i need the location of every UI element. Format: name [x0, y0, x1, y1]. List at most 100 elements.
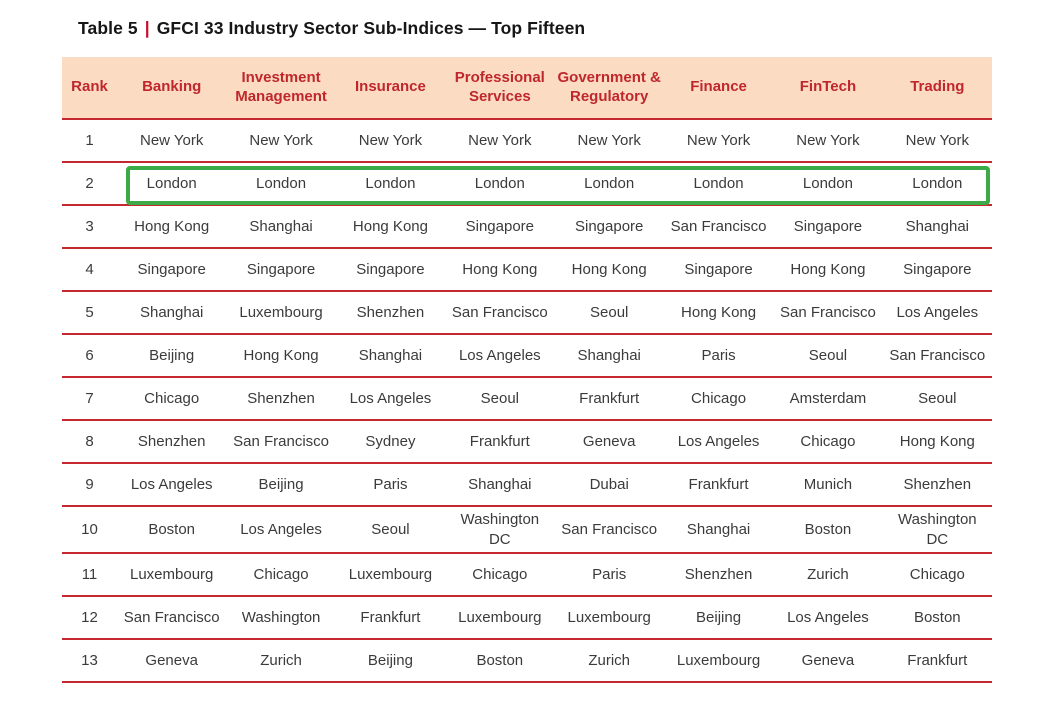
header-row: Rank Banking Investment Management Insuranc… [62, 57, 992, 120]
city-cell: San Francisco [226, 421, 336, 464]
city-cell: Chicago [663, 378, 774, 421]
city-cell: Boston [445, 640, 555, 683]
rank-cell: 9 [62, 464, 117, 507]
city-cell: Chicago [117, 378, 227, 421]
column-header-finance: Finance [663, 57, 774, 120]
table-row: 2 London London London London London London Lon… [62, 163, 992, 206]
city-cell: Shanghai [445, 464, 555, 507]
city-cell: New York [226, 120, 336, 163]
rank-cell: 3 [62, 206, 117, 249]
city-cell: Beijing [226, 464, 336, 507]
city-cell: Los Angeles [882, 292, 992, 335]
city-cell: Seoul [773, 335, 883, 378]
city-cell: Frankfurt [554, 378, 664, 421]
city-cell: Dubai [554, 464, 664, 507]
city-cell: London [445, 163, 555, 206]
table-row: 4 Singapore Singapore Singapore Hong Kong Hon… [62, 249, 992, 292]
table-row: 8 Shenzhen San Francisco Sydney Frankfurt Gen… [62, 421, 992, 464]
column-header-investment-management: Investment Management [226, 57, 336, 120]
city-cell: Washington DC [882, 507, 992, 554]
city-cell: Singapore [882, 249, 992, 292]
column-header-professional-services: Professional Services [445, 57, 555, 120]
city-cell: Hong Kong [226, 335, 336, 378]
city-cell: Shanghai [117, 292, 227, 335]
rank-cell: 5 [62, 292, 117, 335]
city-cell: Zurich [554, 640, 664, 683]
title-pipe-separator: | [144, 18, 150, 38]
rank-cell: 2 [62, 163, 117, 206]
city-cell: San Francisco [554, 507, 664, 554]
city-cell: Los Angeles [335, 378, 446, 421]
city-cell: Munich [773, 464, 883, 507]
city-cell: Shanghai [335, 335, 446, 378]
city-cell: Shenzhen [335, 292, 446, 335]
city-cell: Los Angeles [445, 335, 555, 378]
city-cell: Paris [663, 335, 774, 378]
city-cell: London [554, 163, 664, 206]
city-cell: Singapore [226, 249, 336, 292]
city-cell: Shenzhen [663, 554, 774, 597]
table-title-text: GFCI 33 Industry Sector Sub-Indices — To… [156, 18, 586, 38]
city-cell: Shenzhen [226, 378, 336, 421]
rank-cell: 10 [62, 507, 117, 554]
city-cell: Singapore [773, 206, 883, 249]
city-cell: Washington [226, 597, 336, 640]
table-row: 7 Chicago Shenzhen Los Angeles Seoul Frankfur… [62, 378, 992, 421]
city-cell: Singapore [335, 249, 446, 292]
city-cell: New York [663, 120, 774, 163]
city-cell: San Francisco [773, 292, 883, 335]
table-title-label: Table 5 [78, 18, 138, 38]
city-cell: Singapore [117, 249, 227, 292]
city-cell: Chicago [773, 421, 883, 464]
column-header-government-regulatory: Government & Regulatory [554, 57, 664, 120]
sector-subindices-table-wrap: Rank Banking Investment Management Insuranc… [62, 57, 992, 683]
city-cell: Amsterdam [773, 378, 883, 421]
city-cell: Beijing [335, 640, 446, 683]
city-cell: Luxembourg [554, 597, 664, 640]
table-row: 11 Luxembourg Chicago Luxembourg Chicago Pari… [62, 554, 992, 597]
city-cell: Beijing [663, 597, 774, 640]
city-cell: New York [773, 120, 883, 163]
city-cell: New York [554, 120, 664, 163]
city-cell: Los Angeles [226, 507, 336, 554]
city-cell: Geneva [117, 640, 227, 683]
city-cell: Washington DC [445, 507, 555, 554]
city-cell: Luxembourg [663, 640, 774, 683]
city-cell: Shenzhen [117, 421, 227, 464]
city-cell: London [117, 163, 227, 206]
city-cell: Luxembourg [226, 292, 336, 335]
city-cell: Paris [554, 554, 664, 597]
city-cell: Chicago [226, 554, 336, 597]
rank-cell: 8 [62, 421, 117, 464]
city-cell: Hong Kong [882, 421, 992, 464]
city-cell: Frankfurt [445, 421, 555, 464]
city-cell: London [335, 163, 446, 206]
city-cell: Geneva [773, 640, 883, 683]
city-cell: San Francisco [882, 335, 992, 378]
table-row: 1 New York New York New York New York New Yor… [62, 120, 992, 163]
city-cell: Paris [335, 464, 446, 507]
city-cell: Luxembourg [335, 554, 446, 597]
city-cell: Luxembourg [445, 597, 555, 640]
rank-cell: 6 [62, 335, 117, 378]
city-cell: Los Angeles [117, 464, 227, 507]
city-cell: Hong Kong [773, 249, 883, 292]
city-cell: Shanghai [554, 335, 664, 378]
city-cell: San Francisco [663, 206, 774, 249]
column-header-rank: Rank [62, 57, 117, 120]
city-cell: London [226, 163, 336, 206]
city-cell: Shanghai [663, 507, 774, 554]
city-cell: Hong Kong [117, 206, 227, 249]
city-cell: Singapore [663, 249, 774, 292]
city-cell: New York [117, 120, 227, 163]
city-cell: Shenzhen [882, 464, 992, 507]
city-cell: Shanghai [882, 206, 992, 249]
city-cell: Boston [773, 507, 883, 554]
rank-cell: 11 [62, 554, 117, 597]
table-row: 10 Boston Los Angeles Seoul Washington DC San… [62, 507, 992, 554]
rank-cell: 1 [62, 120, 117, 163]
sector-subindices-table: Rank Banking Investment Management Insuranc… [62, 57, 992, 683]
column-header-fintech: FinTech [773, 57, 883, 120]
city-cell: Los Angeles [663, 421, 774, 464]
